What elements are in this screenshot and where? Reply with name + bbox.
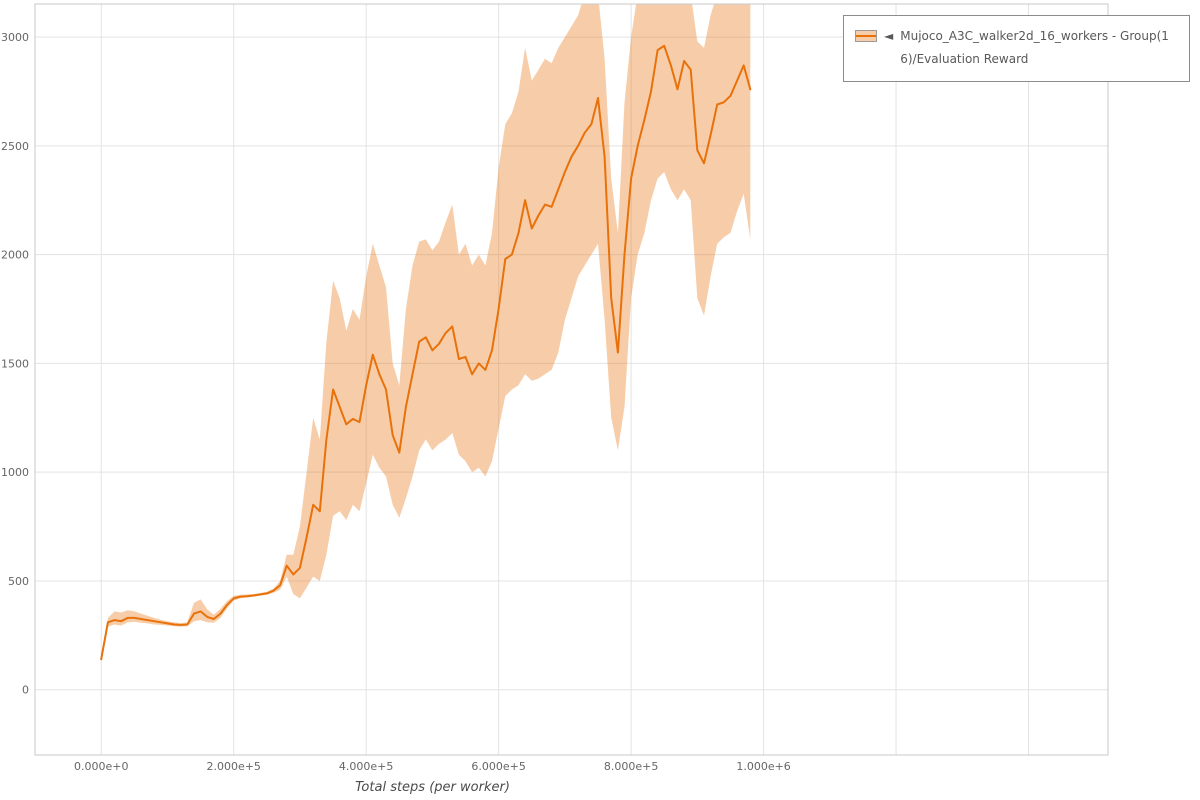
series-line xyxy=(100,44,752,661)
x-tick-label: 2.000e+5 xyxy=(206,760,260,773)
legend: ◄ Mujoco_A3C_walker2d_16_workers - Group… xyxy=(843,15,1190,82)
legend-swatch-line xyxy=(856,35,876,37)
x-tick-label: 8.000e+5 xyxy=(604,760,658,773)
x-tick-label: 6.000e+5 xyxy=(471,760,525,773)
y-tick-label: 2000 xyxy=(1,249,29,262)
y-tick-label: 0 xyxy=(22,684,29,697)
x-tick-label: 4.000e+5 xyxy=(339,760,393,773)
legend-swatch-icon xyxy=(855,30,877,42)
confidence-band xyxy=(101,4,751,660)
y-tick-label: 3000 xyxy=(1,31,29,44)
plot-border xyxy=(34,3,1109,756)
y-tick-label: 2500 xyxy=(1,140,29,153)
x-tick-label: 1.000e+6 xyxy=(736,760,790,773)
y-tick-label: 1000 xyxy=(1,466,29,479)
plot-background xyxy=(35,4,1108,755)
y-tick-label: 1500 xyxy=(1,357,29,370)
x-tick-label: 0.000e+0 xyxy=(74,760,128,773)
legend-series-name[interactable]: Mujoco_A3C_walker2d_16_workers - Group(1… xyxy=(900,29,1169,67)
x-axis-title: Total steps (per worker) xyxy=(355,780,510,795)
legend-collapse-icon[interactable]: ◄ xyxy=(884,29,894,43)
y-tick-label: 500 xyxy=(8,575,29,588)
